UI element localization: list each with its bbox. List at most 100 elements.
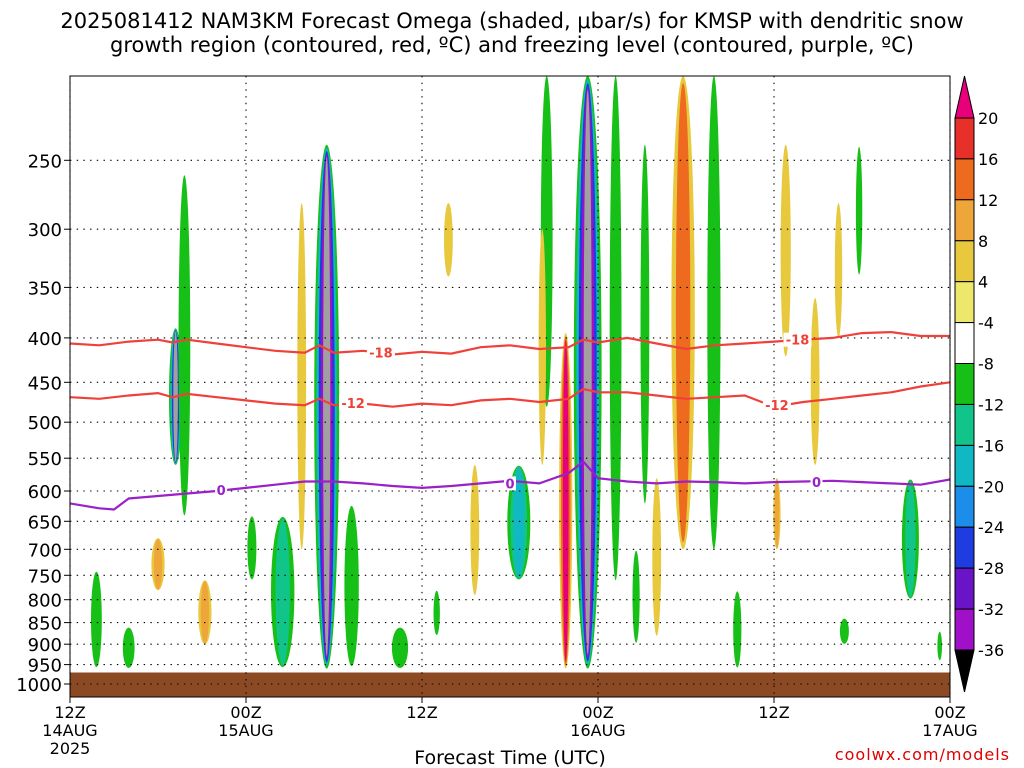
- omega-cell-32-1: [839, 618, 849, 644]
- plot-frame: [69, 75, 951, 698]
- colorbar-band-6: [954, 363, 975, 405]
- y-tick-label-850: 850: [28, 614, 62, 635]
- y-tick-label-950: 950: [28, 656, 62, 677]
- contour-label-0: -18: [369, 347, 393, 362]
- colorbar-label-10: -24: [978, 518, 1004, 537]
- colorbar-label-4: 4: [978, 273, 988, 292]
- y-tick-label-600: 600: [28, 482, 62, 503]
- contour-label-bg-6: [810, 475, 823, 490]
- contour-label-1: -18: [786, 334, 810, 349]
- omega-cell-1-4: [323, 157, 331, 656]
- x-tick-label-24: 12Z: [406, 703, 437, 722]
- omega-cell-20-0: [609, 76, 622, 581]
- omega-cell-27-0: [780, 144, 791, 357]
- colorbar-band-1: [954, 158, 975, 201]
- omega-cell-31-1: [855, 146, 863, 275]
- omega-cell-34-0: [879, 549, 889, 591]
- colorbar: 20 16 12 8 4 -4 -8 -12 -16 -20 -24 -28 -32 -36: [954, 75, 1004, 693]
- omega-cell-24-0: [652, 478, 662, 636]
- contour-label-bg-2: [339, 395, 368, 410]
- plot-area: -18 -18 -12 -12 0 0 0: [69, 75, 951, 698]
- contour-label-bg-5: [504, 476, 516, 491]
- omega-cell-3-2: [562, 339, 569, 662]
- contour-label-3: -12: [765, 399, 789, 414]
- omega-cell-11-0: [297, 203, 307, 550]
- plot-background: [70, 76, 950, 697]
- colorbar-band-7: [954, 404, 975, 446]
- y-tick-label-250: 250: [28, 151, 62, 172]
- y-tick-label-800: 800: [28, 591, 62, 612]
- x-tick-date-0: 14AUG: [42, 721, 97, 740]
- colorbar-label-3: 8: [978, 232, 988, 251]
- contour-label-5: 0: [505, 477, 514, 492]
- omega-cell-6-1: [200, 581, 209, 644]
- colorbar-label-5: -4: [978, 314, 994, 333]
- omega-cell-28-1: [774, 479, 780, 549]
- colorbar-label-11: -28: [978, 559, 1004, 578]
- x-tick-label-12: 00Z: [230, 703, 261, 722]
- y-tick-label-750: 750: [28, 566, 62, 587]
- colorbar-band-4: [954, 281, 975, 324]
- omega-cell-21-1: [632, 550, 640, 643]
- omega-cell-5-1: [153, 539, 163, 590]
- colorbar-band-10: [954, 526, 975, 569]
- colorbar-label-8: -16: [978, 436, 1004, 455]
- colorbar-band-8: [954, 444, 975, 487]
- omega-cell-29-0: [810, 298, 820, 465]
- y-tick-label-700: 700: [28, 540, 62, 561]
- y-tick-label-400: 400: [28, 329, 62, 350]
- x-tick-label-60: 00Z: [934, 703, 965, 722]
- y-axis: 2503003504004505005506006507007508008509…: [16, 151, 70, 696]
- chart-title-line1: 2025081412 NAM3KM Forecast Omega (shaded…: [60, 9, 963, 33]
- y-tick-label-1000: 1000: [16, 675, 62, 696]
- colorbar-label-6: -8: [978, 355, 994, 374]
- contour-labels: -18 -18 -12 -12 0 0 0: [215, 332, 823, 499]
- colorbar-band-11: [954, 567, 975, 610]
- contour-label-bg-1: [783, 332, 812, 347]
- colorbar-bottom-arrow: [954, 649, 975, 693]
- omega-cell-22-0: [640, 144, 650, 504]
- y-tick-label-550: 550: [28, 449, 62, 470]
- x-tick-date-60: 17AUG: [922, 721, 977, 740]
- contour-label-6: 0: [812, 476, 821, 491]
- colorbar-label-1: 16: [978, 150, 998, 169]
- contour-label-bg-4: [215, 482, 228, 497]
- colorbar-label-13: -36: [978, 641, 1004, 660]
- colorbar-label-2: 12: [978, 191, 998, 210]
- colorbar-band-9: [954, 485, 975, 528]
- colorbar-label-0: 20: [978, 109, 998, 128]
- omega-cell-16-0: [470, 465, 480, 595]
- x-tick-label-48: 12Z: [758, 703, 789, 722]
- omega-cell-17-3: [513, 467, 524, 578]
- omega-cell-8-1: [122, 627, 135, 668]
- colorbar-band-0: [954, 117, 975, 160]
- y-tick-label-650: 650: [28, 512, 62, 533]
- colorbar-top-arrow: [954, 75, 975, 119]
- contour-label-4: 0: [217, 484, 226, 499]
- contour-label-bg-0: [366, 345, 395, 360]
- omega-cell-2-4: [583, 90, 592, 655]
- contour-label-bg-3: [762, 398, 791, 413]
- omega-cell-30-0: [834, 203, 843, 338]
- omega-cell-7-1: [91, 571, 102, 668]
- y-tick-label-450: 450: [28, 373, 62, 394]
- x-axis-label: Forecast Time (UTC): [414, 747, 605, 768]
- omega-cell-9-2: [275, 518, 290, 666]
- x-tick-date-12: 15AUG: [218, 721, 273, 740]
- x-tick-date-36: 16AUG: [570, 721, 625, 740]
- omega-cell-4-0: [178, 175, 191, 516]
- colorbar-label-12: -32: [978, 600, 1004, 619]
- y-tick-label-350: 350: [28, 278, 62, 299]
- omega-cell-12-1: [344, 505, 359, 667]
- x-tick-label-0: 12Z: [54, 703, 85, 722]
- colorbar-band-3: [954, 240, 975, 283]
- omega-cell-26-1: [733, 591, 742, 668]
- x-tick-year-0: 2025: [50, 739, 91, 758]
- omega-cell-25-0: [707, 76, 721, 550]
- y-tick-label-500: 500: [28, 413, 62, 434]
- omega-shading: [87, 76, 944, 669]
- colorbar-band-12: [954, 608, 975, 651]
- ground-below-surface: [70, 672, 950, 697]
